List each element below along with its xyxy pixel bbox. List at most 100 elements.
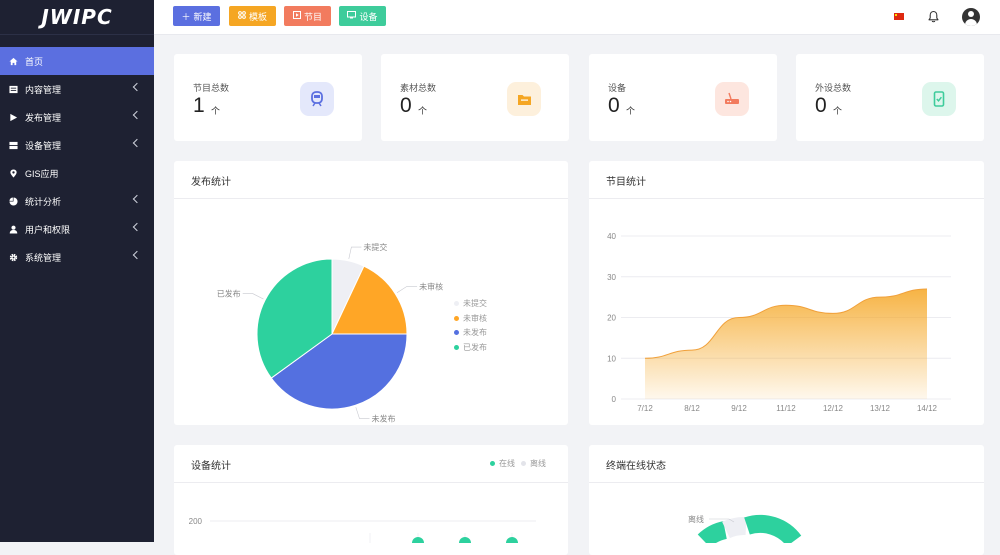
- legend-item-unreviewed[interactable]: 未审核: [454, 313, 487, 324]
- template-button[interactable]: 模板: [229, 6, 276, 26]
- stat-value: 1: [193, 94, 205, 117]
- stat-label: 素材总数: [400, 83, 437, 93]
- device-button[interactable]: 设备: [339, 6, 386, 26]
- stat-unit: 个: [418, 106, 428, 116]
- sidebar-item-home[interactable]: 首页: [0, 47, 154, 75]
- stat-value: 0: [608, 94, 620, 117]
- chevron-left-icon: [132, 82, 142, 92]
- sidebar-menu: 首页 内容管理 发布管理 设备管理 GIS应用 统计分析 用户和权限: [0, 47, 154, 271]
- label-leader-line: [396, 286, 418, 293]
- top-toolbar: ＋新建 模板 节目 设备: [154, 0, 1000, 35]
- data-point[interactable]: [459, 537, 471, 543]
- program-stats-panel: 节目统计 0 10 20 30 40 7/12 8/12 9/12 11/12 12/12 13/1…: [589, 161, 984, 425]
- monitor-icon: [347, 11, 357, 21]
- chevron-left-icon: [132, 250, 142, 260]
- y-tick-label: 20: [607, 314, 616, 323]
- x-tick-label: 11/12: [776, 404, 796, 413]
- stat-unit: 个: [211, 106, 221, 116]
- x-tick-label: 9/12: [731, 404, 747, 413]
- device-icon: [9, 141, 18, 150]
- legend-item-unpublished[interactable]: 未发布: [454, 327, 487, 338]
- new-button[interactable]: ＋新建: [173, 6, 220, 26]
- legend-label: 在线: [499, 459, 515, 468]
- sidebar-item-statistics[interactable]: 统计分析: [0, 187, 154, 215]
- language-flag-icon[interactable]: [894, 13, 904, 20]
- program-icon: [300, 82, 334, 116]
- chevron-left-icon: [132, 222, 142, 232]
- terminal-donut-chart: 离线: [688, 514, 802, 543]
- label-leader-line: [355, 407, 370, 419]
- chevron-left-icon: [132, 194, 142, 204]
- stat-unit: 个: [833, 106, 843, 116]
- data-point[interactable]: [412, 537, 424, 543]
- x-tick-label: 7/12: [637, 404, 653, 413]
- area-chart: 0 10 20 30 40 7/12 8/12 9/12 11/12 12/12 13/12 14/1…: [607, 232, 951, 413]
- legend-label: 已发布: [463, 343, 487, 352]
- new-button-label: 新建: [193, 11, 212, 22]
- panel-title: 终端在线状态: [606, 461, 666, 472]
- sidebar-item-label: 发布管理: [25, 112, 62, 123]
- stat-label: 外设总数: [815, 83, 852, 93]
- x-tick-label: 13/12: [870, 404, 891, 413]
- bell-icon[interactable]: [927, 10, 940, 23]
- legend-item-unsubmitted[interactable]: 未提交: [454, 298, 487, 309]
- sidebar-item-gis[interactable]: GIS应用: [0, 159, 154, 187]
- logo-text: JWIPC: [41, 5, 113, 29]
- legend-item-online[interactable]: 在线: [490, 458, 515, 469]
- pie-slice[interactable]: [270, 333, 408, 410]
- pie-slice[interactable]: [256, 258, 333, 379]
- device-chart: 200: [189, 517, 536, 543]
- legend-item-published[interactable]: 已发布: [454, 342, 487, 353]
- sidebar-item-users[interactable]: 用户和权限: [0, 215, 154, 243]
- legend-item-offline[interactable]: 离线: [521, 458, 546, 469]
- panel-title: 设备统计: [191, 461, 231, 472]
- router-icon: [715, 82, 749, 116]
- sidebar-item-label: GIS应用: [25, 168, 59, 179]
- sidebar-item-label: 内容管理: [25, 84, 62, 95]
- sidebar-item-system[interactable]: 系统管理: [0, 243, 154, 271]
- terminal-status-panel: 终端在线状态 离线: [589, 445, 984, 555]
- content-icon: [9, 85, 18, 94]
- y-tick-label: 40: [607, 232, 616, 241]
- sidebar: JWIPC 首页 内容管理 发布管理 设备管理 GIS应用 统计分析: [0, 0, 154, 542]
- sidebar-item-label: 首页: [25, 56, 44, 67]
- play-icon: [9, 113, 18, 122]
- program-button[interactable]: 节目: [284, 6, 331, 26]
- divider: [174, 482, 568, 483]
- stat-value: 0: [815, 94, 827, 117]
- chevron-left-icon: [132, 138, 142, 148]
- sidebar-item-label: 设备管理: [25, 140, 62, 151]
- x-tick-label: 12/12: [823, 404, 844, 413]
- user-avatar[interactable]: [962, 8, 980, 26]
- template-button-label: 模板: [248, 11, 267, 22]
- donut-segment-offline: [722, 516, 747, 539]
- sidebar-item-devices[interactable]: 设备管理: [0, 131, 154, 159]
- legend-dot: [521, 461, 526, 466]
- panel-title: 发布统计: [191, 177, 231, 188]
- logo[interactable]: JWIPC: [0, 0, 154, 35]
- label-leader-line: [709, 518, 735, 523]
- sidebar-item-publish[interactable]: 发布管理: [0, 103, 154, 131]
- legend-dot: [454, 316, 459, 321]
- pie-slice[interactable]: [331, 265, 408, 335]
- y-tick-label: 30: [607, 273, 616, 282]
- stat-unit: 个: [626, 106, 636, 116]
- pie-chart-icon: [9, 196, 18, 206]
- legend-label: 未发布: [463, 328, 487, 337]
- pie-slice-label: 未发布: [372, 414, 396, 424]
- x-tick-label: 14/12: [917, 404, 938, 413]
- legend-label: 未审核: [463, 314, 487, 323]
- home-icon: [9, 57, 18, 66]
- y-tick-label: 0: [612, 395, 617, 404]
- data-point[interactable]: [506, 537, 518, 543]
- pie-slice-label: 已发布: [217, 289, 241, 299]
- offline-label: 离线: [688, 514, 704, 524]
- label-leader-line: [242, 293, 264, 300]
- area-line[interactable]: [644, 288, 928, 359]
- device-stats-panel: 设备统计 在线 离线 200: [174, 445, 568, 555]
- sidebar-item-content[interactable]: 内容管理: [0, 75, 154, 103]
- y-tick-label: 10: [607, 354, 616, 363]
- chevron-left-icon: [132, 110, 142, 120]
- release-stats-panel: 发布统计 未提交 未审核 未发布 已发布 未提交 未审核 未发布 已发布: [174, 161, 568, 425]
- location-pin-icon: [9, 168, 18, 178]
